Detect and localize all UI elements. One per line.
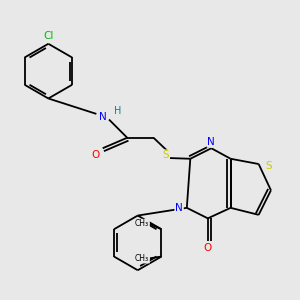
Text: S: S	[163, 150, 169, 160]
Text: O: O	[204, 243, 212, 253]
Text: CH₃: CH₃	[135, 254, 149, 263]
Text: N: N	[208, 137, 215, 147]
Text: N: N	[99, 112, 106, 122]
Text: N: N	[175, 203, 183, 213]
Text: CH₃: CH₃	[135, 220, 149, 229]
Text: H: H	[114, 106, 121, 116]
Text: S: S	[265, 161, 272, 171]
Text: O: O	[92, 150, 100, 160]
Text: Cl: Cl	[43, 31, 53, 41]
